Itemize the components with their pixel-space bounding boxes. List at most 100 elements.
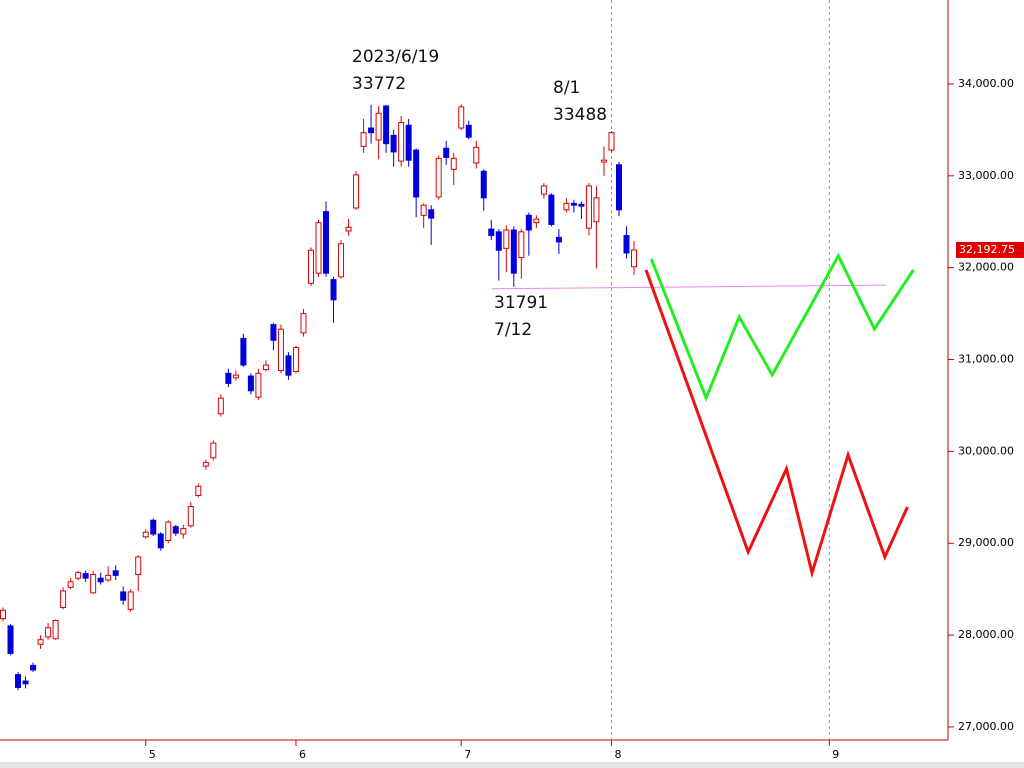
candle-body [375,112,382,141]
y-tick-label: 29,000.00 [958,536,1014,549]
candle-body [548,194,555,225]
candle-body [533,218,540,224]
x-tick-label: 8 [614,748,621,761]
candle-body [510,229,517,274]
annotation-value: 33772 [352,74,406,94]
candle-body [405,124,412,161]
candle-body [225,372,232,384]
candle-body [570,202,577,206]
candle-body [30,664,37,671]
candle-body [323,211,330,274]
candle-body [277,328,284,372]
candle-body [142,531,149,538]
projection-line [644,269,909,579]
candle-body [45,627,52,638]
x-tick-label: 5 [149,748,156,761]
candle-body [555,236,562,243]
candle-body [195,485,202,496]
candle-body [480,170,487,199]
y-tick-label: 30,000.00 [958,444,1014,457]
candle-body [450,157,457,170]
x-tick-label: 9 [832,748,839,761]
candle-body [262,364,269,371]
candle-body [398,122,405,162]
candle-body [165,521,172,541]
annotation-label: 2023/6/19 [352,47,439,67]
candle-body [307,249,314,284]
candle-body [525,214,532,231]
candle-body [368,127,375,134]
scrollbar [0,762,1024,768]
candle-body [458,106,465,129]
x-tick-label: 6 [299,748,306,761]
candle-body [82,573,89,579]
y-tick-label: 31,000.00 [958,353,1014,366]
candle-body [97,577,104,583]
candle-body [585,185,592,229]
candle-body [390,134,397,153]
candle-body [270,324,277,341]
projection-line [649,252,915,402]
candle-body [465,124,472,138]
candle-body [7,625,14,654]
y-tick-label: 28,000.00 [958,628,1014,641]
candle-body [330,279,337,301]
candle-body [600,159,607,163]
candle-body [0,609,7,620]
candle-body [578,203,585,207]
candle-body [75,572,82,579]
candle-body [315,222,322,274]
candle-body [180,528,187,535]
candle-body [37,639,44,645]
candle-body [623,235,630,254]
annotation-label: 8/1 [553,78,580,98]
y-tick-label: 27,000.00 [958,720,1014,733]
candle-body [135,556,142,575]
last-price-label: 32,192.75 [959,243,1015,256]
annotation-value: 31791 [494,293,548,313]
candle-body [518,231,525,259]
candle-body [292,347,299,372]
candle-body [285,355,292,376]
candle-body [428,209,435,219]
candle-body [217,397,224,415]
y-tick-label: 34,000.00 [958,77,1014,90]
candle-body [300,313,307,334]
candle-body [232,374,239,379]
candle-body [15,674,22,688]
candle-body [495,231,502,251]
candle-body [52,619,59,640]
candle-body [112,570,119,576]
candle-body [420,204,427,216]
candle-body [540,185,547,195]
candle-body [593,197,600,223]
candle-body [172,526,179,534]
annotation-label: 7/12 [494,320,532,340]
candle-body [210,442,217,459]
y-tick-label: 33,000.00 [958,169,1014,182]
candle-body [67,581,74,588]
candle-body [150,519,157,535]
candle-body [22,680,29,685]
annotation-value: 33488 [553,105,607,125]
candle-body [615,164,622,211]
candle-body [503,229,510,249]
candle-body [413,149,420,198]
candle-body [90,573,97,594]
candle-body [353,174,360,209]
candle-body [608,132,615,151]
candle-body [360,132,367,147]
candle-body [338,243,345,278]
candle-body [157,533,164,549]
candle-body [435,157,442,198]
y-tick-label: 32,000.00 [958,261,1014,274]
candle-body [105,574,112,581]
candle-body [443,147,450,158]
candle-body [563,202,570,211]
candle-body [60,590,67,609]
candle-body [345,226,352,232]
candle-body [473,146,480,164]
candle-body [383,105,390,145]
